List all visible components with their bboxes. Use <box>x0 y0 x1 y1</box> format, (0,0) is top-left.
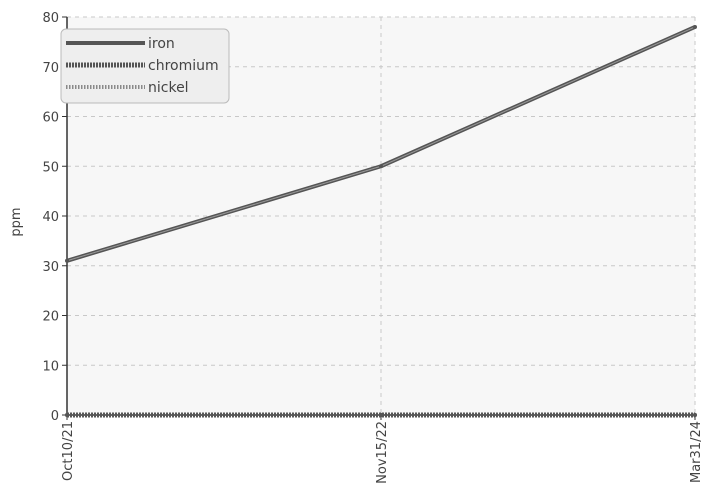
data-point-chromium <box>693 413 697 417</box>
series <box>65 24 697 418</box>
legend-label-chromium: chromium <box>148 58 219 74</box>
y-tick-label: 30 <box>42 260 59 275</box>
y-tick-label: 0 <box>51 409 59 424</box>
y-tick-label: 80 <box>42 11 59 26</box>
legend-label-iron: iron <box>148 36 175 52</box>
y-tick-label: 10 <box>42 359 59 374</box>
data-point-iron <box>379 164 383 169</box>
y-tick-label: 50 <box>42 160 59 175</box>
legend: iron chromium nickel <box>60 28 230 104</box>
y-tick-labels: 0 10 20 30 40 50 60 70 80 <box>42 11 67 424</box>
y-axis-label: ppm <box>9 207 24 236</box>
y-tick-label: 60 <box>42 111 59 126</box>
x-tick-label: Nov15/22 <box>375 421 390 484</box>
data-point-iron <box>693 24 697 29</box>
x-tick-labels: Oct10/21 Nov15/22 Mar31/24 <box>61 415 704 484</box>
x-tick-label: Oct10/21 <box>61 421 76 481</box>
data-point-iron <box>65 258 69 263</box>
legend-label-nickel: nickel <box>148 80 189 96</box>
data-point-chromium <box>65 413 69 417</box>
y-tick-label: 20 <box>42 310 59 325</box>
x-tick-label: Mar31/24 <box>689 421 704 483</box>
y-tick-label: 70 <box>42 61 59 76</box>
y-tick-label: 40 <box>42 210 59 225</box>
data-point-chromium <box>379 413 383 417</box>
